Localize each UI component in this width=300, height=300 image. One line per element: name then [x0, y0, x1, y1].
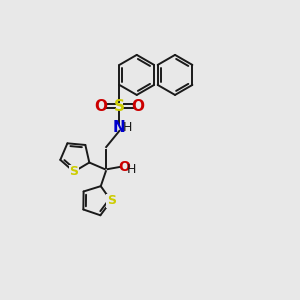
Text: S: S [69, 165, 78, 178]
Text: H: H [123, 121, 132, 134]
Text: O: O [118, 160, 130, 174]
Text: S: S [107, 194, 116, 207]
Text: O: O [131, 99, 144, 114]
Text: S: S [114, 99, 125, 114]
Text: N: N [113, 120, 126, 135]
Text: O: O [95, 99, 108, 114]
Text: H: H [127, 163, 136, 176]
